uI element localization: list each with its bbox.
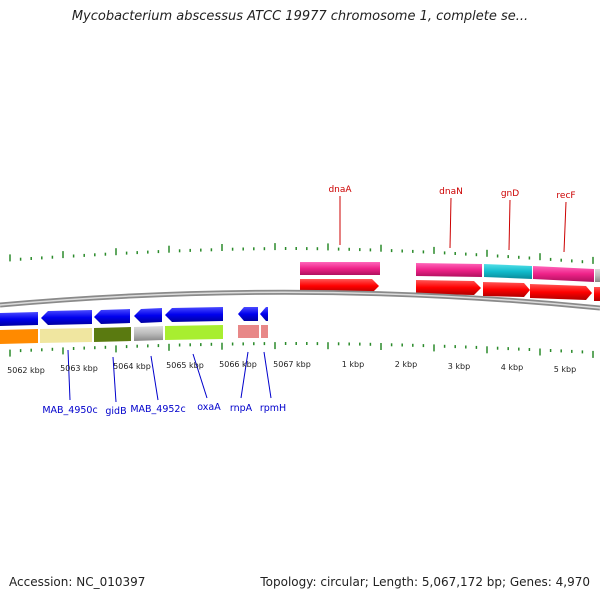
reverse-gene-labels: MAB_4950c gidB MAB_4952c oxaA rnpA rpmH [42,402,286,417]
genome-backbone-highlight [0,291,600,309]
forward-gene-labels: dnaA dnaN gnD recF [328,185,575,201]
gene-label-recF[interactable]: recF [556,191,575,201]
gene-label-rpmH[interactable]: rpmH [260,403,286,414]
gene-block-recF[interactable] [533,266,594,282]
scale-label: 2 kbp [395,360,417,369]
cds-arrow-dnaN[interactable] [416,280,481,295]
scale-label: 5066 kbp [219,360,257,369]
outer-scale-ticks [9,243,594,264]
gene-block-gnD[interactable] [484,264,532,279]
scale-labels: 5062 kbp 5063 kbp 5064 kbp 5065 kbp 5066… [7,360,576,375]
scale-label: 5065 kbp [166,361,204,370]
gene-label-dnaN[interactable]: dnaN [439,187,463,197]
cds-arrow-recF[interactable] [530,284,592,300]
gene-block-dnaN[interactable] [416,263,482,277]
reverse-cds-track [0,307,268,326]
scale-label: 4 kbp [501,363,523,372]
map-title: Mycobacterium abscessus ATCC 19977 chrom… [71,9,529,24]
scale-label: 5062 kbp [7,366,45,375]
gene-label-gidB[interactable]: gidB [105,406,126,417]
cds-arrow-MAB_4950c[interactable] [41,310,92,325]
scale-label: 5 kbp [554,365,576,374]
accession-text: Accession: NC_010397 [9,575,146,589]
gene-label-gnD[interactable]: gnD [501,189,519,199]
cds-arrow-dnaA[interactable] [300,279,379,293]
scale-label: 1 kbp [342,360,364,369]
gene-block-left-edge [0,329,38,344]
gene-block-rnpA[interactable] [238,325,259,338]
topology-text: Topology: circular; Length: 5,067,172 bp… [260,575,590,589]
reverse-gene-track [0,325,268,344]
gene-block-dnaA[interactable] [300,262,380,275]
gene-label-MAB_4952c[interactable]: MAB_4952c [130,404,185,415]
cds-arrow-MAB_4952c[interactable] [134,308,162,323]
gene-block-rpmH[interactable] [261,325,268,338]
scale-label: 5063 kbp [60,364,98,373]
gene-block-MAB_4952c[interactable] [134,326,163,341]
cds-arrow-left-edge [0,312,38,326]
scale-label: 5067 kbp [273,360,311,369]
cds-arrow-rnpA[interactable] [238,307,258,321]
forward-cds-track [300,279,600,301]
scale-label: 5064 kbp [113,362,151,371]
gene-block-gidB[interactable] [94,327,131,342]
gene-block-oxaA[interactable] [165,325,223,340]
gene-block-edge [595,269,600,282]
cds-arrow-gidB[interactable] [94,309,130,324]
gene-label-oxaA[interactable]: oxaA [197,402,221,413]
scale-label: 3 kbp [448,362,470,371]
cds-arrow-edge [594,287,600,301]
forward-label-leaders [339,196,567,253]
inner-scale-ticks [9,342,594,358]
forward-gene-track [300,262,600,282]
gene-label-rnpA[interactable]: rnpA [230,403,253,414]
gene-label-MAB_4950c[interactable]: MAB_4950c [42,405,97,416]
reverse-label-leaders [67,349,272,403]
cds-arrow-oxaA[interactable] [165,307,223,322]
cds-arrow-gnD[interactable] [483,282,530,297]
gene-block-MAB_4950c[interactable] [40,328,92,343]
cds-arrow-rpmH[interactable] [260,307,268,321]
gene-label-dnaA[interactable]: dnaA [328,185,352,195]
